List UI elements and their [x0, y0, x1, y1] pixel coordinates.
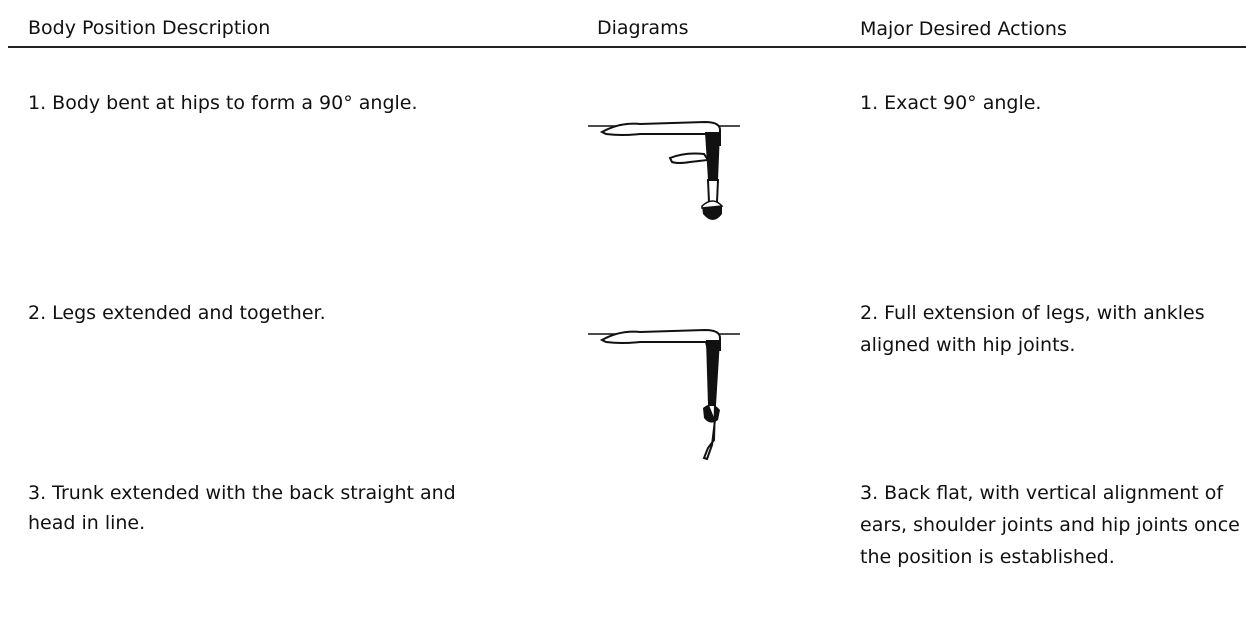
description: 2. Legs extended and together.	[28, 302, 326, 324]
description: 3. Trunk extended with the back straight…	[28, 482, 456, 534]
diagram	[588, 328, 740, 461]
header-rule	[8, 46, 1246, 48]
diagram	[588, 120, 740, 220]
actions: 2. Full extension of legs, with ankles a…	[860, 302, 1205, 356]
column-header: Major Desired Actions	[860, 18, 1067, 40]
actions: 1. Exact 90° angle.	[860, 92, 1042, 114]
description: 1. Body bent at hips to form a 90° angle…	[28, 92, 418, 114]
actions: 3. Back flat, with vertical alignment of…	[860, 482, 1240, 568]
column-header: Diagrams	[597, 17, 689, 39]
column-header: Body Position Description	[28, 17, 271, 39]
